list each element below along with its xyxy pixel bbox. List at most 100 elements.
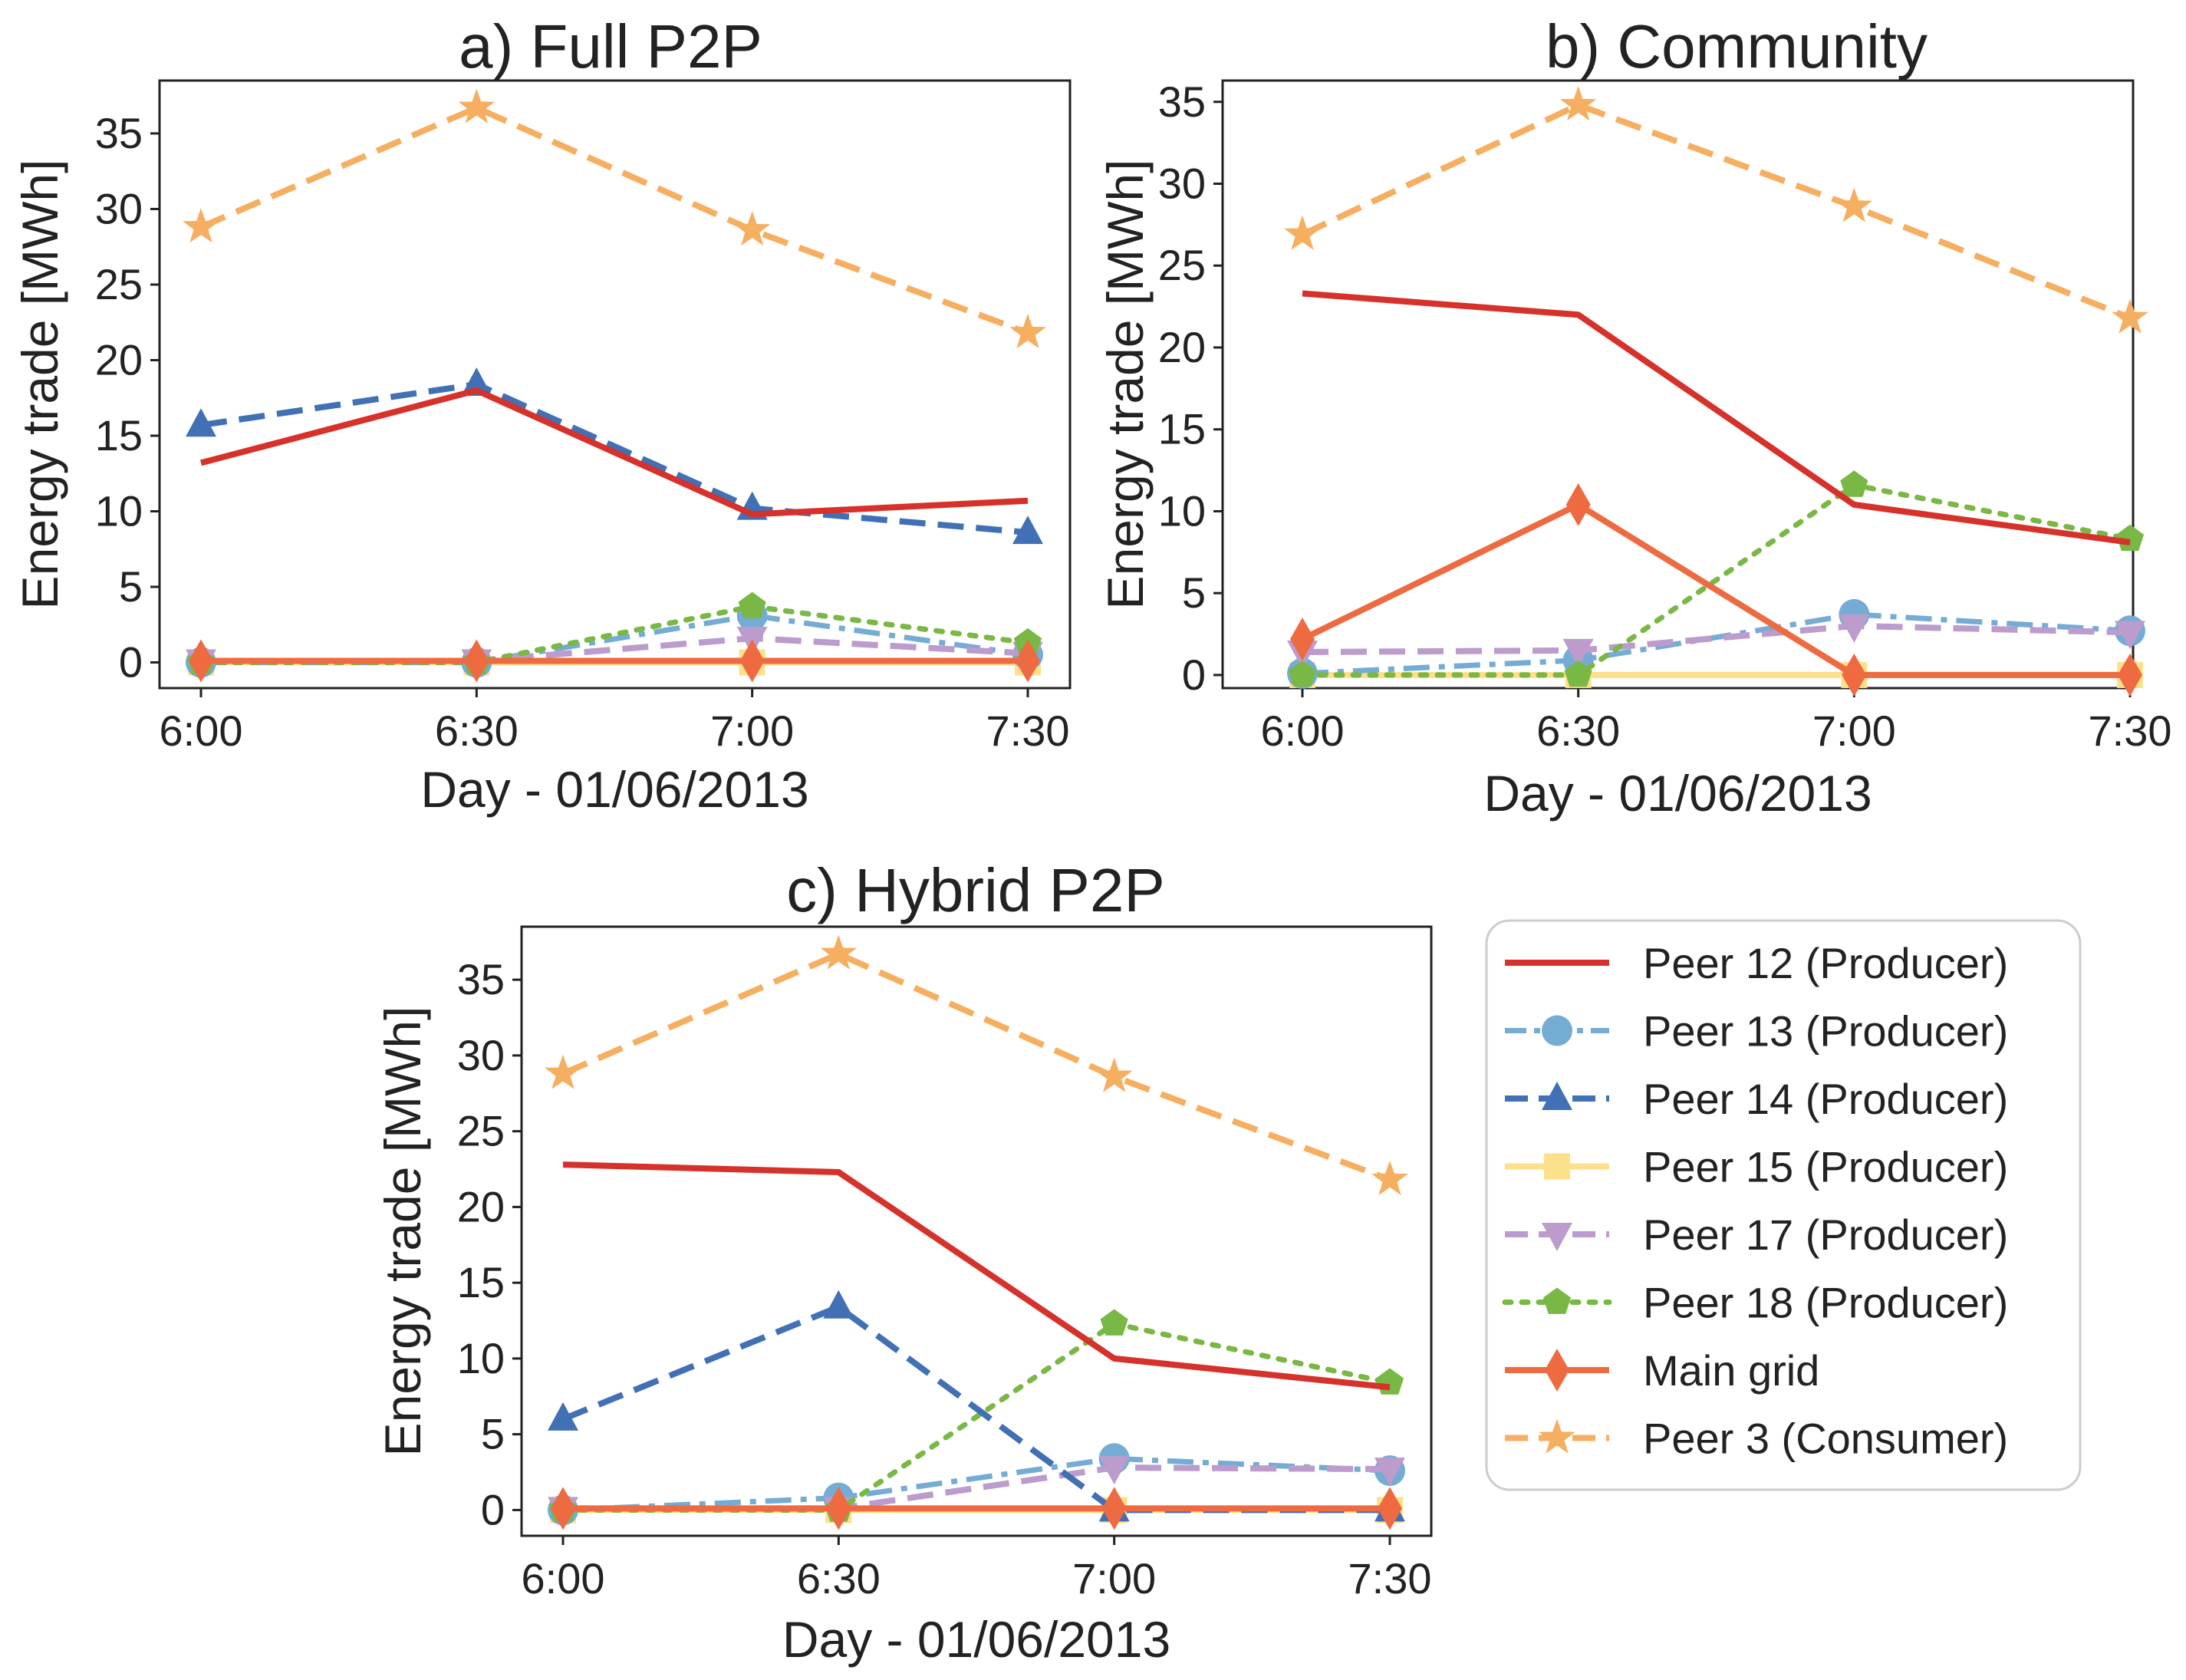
series-line-p13 <box>201 612 1029 665</box>
legend-marker-p15 <box>1544 1153 1570 1180</box>
y-tick-label: 0 <box>481 1485 505 1533</box>
legend-marker-grid <box>1545 1349 1569 1392</box>
series-p3 <box>1284 86 2148 334</box>
legend: Peer 12 (Producer) Peer 13 (Producer) Peer… <box>1485 919 2082 1491</box>
data-point-p3 <box>458 88 495 124</box>
y-tick-label: 20 <box>95 335 143 384</box>
data-point-p18 <box>1840 470 1868 497</box>
x-tick-label: 6:00 <box>522 1554 605 1603</box>
x-tick-label: 6:30 <box>797 1554 881 1603</box>
x-tick-label: 6:00 <box>160 707 243 755</box>
legend-label: Peer 12 (Producer) <box>1643 939 2008 987</box>
legend-item: Peer 15 (Producer) <box>1505 1143 2008 1191</box>
legend-item: Peer 18 (Producer) <box>1502 1279 2008 1327</box>
series-p17 <box>186 627 1043 678</box>
legend-label: Main grid <box>1643 1346 1819 1395</box>
data-point-p3 <box>733 211 771 246</box>
x-tick-label: 7:00 <box>710 707 794 755</box>
y-axis-label: Energy trade [MWh] <box>374 1006 431 1457</box>
y-tick-label: 10 <box>457 1334 505 1382</box>
data-point-p14 <box>548 1402 578 1431</box>
y-tick-label: 25 <box>457 1107 505 1155</box>
series-line-p3 <box>1301 102 2132 321</box>
y-tick-label: 10 <box>95 486 143 535</box>
chart-title: b) Community <box>1546 12 1928 81</box>
data-point-grid <box>1101 1487 1127 1530</box>
legend-label: Peer 13 (Producer) <box>1643 1007 2008 1056</box>
legend-item: Peer 12 (Producer) <box>1505 939 2008 987</box>
legend-marker-p13 <box>1542 1015 1572 1046</box>
x-tick-label: 7:30 <box>2089 707 2172 755</box>
legend-marker-p3 <box>1539 1418 1575 1454</box>
x-axis-label: Day - 01/06/2013 <box>1483 765 1872 822</box>
y-tick-label: 30 <box>1158 159 1206 207</box>
series-grid <box>551 1487 1402 1530</box>
series-line-p12 <box>199 387 1029 518</box>
data-point-p3 <box>1835 187 1873 222</box>
y-tick-label: 35 <box>1158 77 1206 126</box>
data-point-p18 <box>1288 660 1317 687</box>
series-p18 <box>1288 470 2145 687</box>
data-point-p17 <box>1098 1456 1130 1485</box>
series-p14 <box>186 367 1043 545</box>
data-point-grid <box>464 639 489 683</box>
series-line-p18 <box>198 604 1031 665</box>
y-tick-label: 15 <box>95 411 143 460</box>
y-tick-label: 20 <box>1158 323 1206 371</box>
series-line-p12 <box>1302 290 2131 545</box>
data-point-p18 <box>738 591 766 618</box>
y-tick-label: 15 <box>1158 405 1206 453</box>
series-line-p13 <box>562 1455 1391 1513</box>
legend-item: Peer 13 (Producer) <box>1505 1007 2008 1056</box>
data-point-p3 <box>1371 1160 1408 1196</box>
x-axis-label: Day - 01/06/2013 <box>782 1611 1170 1668</box>
panel-c: c) Hybrid P2P 0 5 10 15 20 25 30 35 6:00 6:30 7:00 7… <box>374 856 1433 1668</box>
series-p13 <box>186 600 1043 678</box>
axes-frame <box>1221 79 2135 690</box>
data-point-grid <box>1378 1487 1402 1530</box>
data-point-grid <box>1016 639 1040 683</box>
data-point-p18 <box>1375 1368 1404 1395</box>
y-tick-label: 10 <box>1158 486 1206 535</box>
data-point-p17 <box>1374 1458 1405 1487</box>
data-point-p3 <box>1559 86 1597 121</box>
legend-item: Peer 3 (Consumer) <box>1505 1415 2008 1463</box>
legend-marker-p18 <box>1542 1287 1572 1314</box>
x-tick-label: 6:00 <box>1261 707 1345 755</box>
y-tick-label: 15 <box>457 1258 505 1306</box>
legend-label: Peer 18 (Producer) <box>1643 1279 2008 1327</box>
y-tick-label: 30 <box>95 184 143 232</box>
chart-title: a) Full P2P <box>459 12 762 81</box>
data-point-grid <box>2118 653 2142 697</box>
legend-item: Main grid <box>1505 1346 1819 1395</box>
y-tick-label: 0 <box>119 638 143 687</box>
legend-item: Peer 14 (Producer) <box>1505 1075 2008 1123</box>
y-axis-label: Energy trade [MWh] <box>12 160 68 610</box>
data-point-grid <box>1290 618 1315 660</box>
data-point-p14 <box>823 1290 854 1319</box>
series-p3 <box>183 88 1046 349</box>
y-tick-label: 25 <box>1158 241 1206 289</box>
data-point-p18 <box>2115 524 2145 552</box>
panel-b: b) Community 0 5 10 15 20 25 30 35 6:00 6:30 7:00 7:… <box>1097 12 2172 822</box>
data-point-p14 <box>186 408 216 437</box>
data-point-grid <box>1565 483 1591 526</box>
legend-label: Peer 14 (Producer) <box>1643 1075 2008 1123</box>
data-point-grid <box>1842 653 1867 697</box>
y-tick-label: 20 <box>457 1182 505 1230</box>
series-line-p18 <box>560 1321 1393 1513</box>
axes-frame <box>520 925 1433 1537</box>
data-point-p14 <box>1012 516 1043 545</box>
axes-frame <box>158 79 1072 690</box>
series-grid <box>1290 483 2142 697</box>
x-tick-label: 7:00 <box>1812 707 1896 755</box>
y-tick-label: 0 <box>1182 651 1206 699</box>
y-tick-label: 5 <box>481 1410 505 1458</box>
legend-label: Peer 3 (Consumer) <box>1643 1415 2008 1463</box>
data-point-p3 <box>1284 215 1321 250</box>
x-tick-label: 7:00 <box>1072 1554 1156 1603</box>
series-line-p12 <box>562 1161 1391 1391</box>
x-tick-label: 6:30 <box>1536 707 1620 755</box>
x-tick-label: 7:30 <box>1348 1554 1432 1603</box>
x-tick-label: 6:30 <box>435 707 519 755</box>
